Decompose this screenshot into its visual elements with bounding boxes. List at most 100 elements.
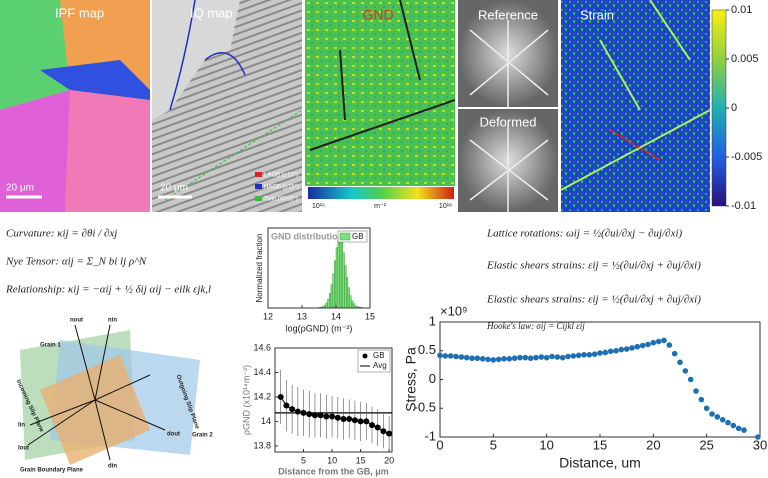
data-point xyxy=(650,339,657,346)
plot-frame xyxy=(439,321,761,438)
data-point xyxy=(351,417,358,424)
y-tick-label: -1 xyxy=(424,428,436,443)
data-point xyxy=(714,414,721,420)
diagram-label: Grain 1 xyxy=(40,343,61,349)
histogram-bar xyxy=(339,235,342,309)
data-point xyxy=(357,418,364,425)
equation: Lattice rotations: ωij = ½(∂ui/∂xj − ∂uj… xyxy=(486,228,683,240)
strain-panel: Strain xyxy=(560,0,727,212)
histogram-bar xyxy=(351,300,354,309)
data-point xyxy=(575,352,582,359)
data-point xyxy=(645,341,651,348)
legend-box xyxy=(337,230,368,243)
y-tick-label: 1 xyxy=(429,313,436,328)
diagram-label: dout xyxy=(167,432,180,438)
diagram-label: din xyxy=(108,464,117,470)
data-point xyxy=(501,356,507,362)
y-tick-label: -0.5 xyxy=(414,400,436,415)
equation: Elastic shears strains: εij = ½(∂ui/∂xj … xyxy=(486,260,701,272)
data-point xyxy=(283,402,290,409)
colorbar xyxy=(308,187,454,199)
data-point xyxy=(522,354,529,361)
panel-label: IQ map xyxy=(190,5,233,20)
series-line xyxy=(280,396,390,435)
data-point xyxy=(369,422,376,429)
data-point xyxy=(485,356,491,363)
y-tick-label: 13.8 xyxy=(253,440,271,450)
histogram-bar xyxy=(340,240,344,309)
data-point xyxy=(300,409,307,416)
x-tick-label: 0 xyxy=(436,437,443,452)
x-tick-label: 5 xyxy=(301,455,306,465)
legend-swatch xyxy=(255,184,262,189)
diagram-label: nin xyxy=(108,318,117,324)
data-point xyxy=(597,350,603,356)
diagram-label: lout xyxy=(18,446,29,452)
legend-label: Twin (60±5°) xyxy=(264,197,298,203)
data-point xyxy=(602,349,609,356)
histogram-bar xyxy=(330,284,333,309)
colorbar-tick-label: 0 xyxy=(731,102,737,114)
histogram-bar xyxy=(327,299,330,309)
data-point xyxy=(506,356,513,362)
colorbar-tick-label: 0.005 xyxy=(731,53,759,65)
x-tick-label: 20 xyxy=(384,455,394,465)
histogram-bar xyxy=(325,302,328,309)
y-tick-label: 14.2 xyxy=(253,391,271,401)
data-point xyxy=(693,388,699,394)
colorbar-label: 10¹⁸ xyxy=(439,203,452,210)
data-point xyxy=(289,406,296,413)
histogram-bar xyxy=(349,295,352,309)
panel-label: Deformed xyxy=(479,114,536,129)
data-point xyxy=(623,346,630,352)
data-point xyxy=(741,427,747,433)
x-tick-label: 20 xyxy=(646,437,660,452)
scale-label: 20 μm xyxy=(160,183,188,194)
legend-label: GB xyxy=(373,351,385,360)
data-point xyxy=(639,342,646,349)
diagram-label: nout xyxy=(70,318,83,324)
data-point xyxy=(474,355,481,362)
data-point xyxy=(629,345,635,351)
data-point xyxy=(671,350,678,357)
equation: Relationship: κij = −αij + ½ δij αij − e… xyxy=(5,284,211,296)
histogram-bar xyxy=(344,265,347,309)
y-tick-label: 14.4 xyxy=(253,367,271,377)
panel-label: GND xyxy=(362,7,393,23)
data-point xyxy=(634,343,641,350)
histogram-bar xyxy=(352,303,355,309)
x-tick-label: 12 xyxy=(263,311,273,321)
equation: Hooke's law: σij = Cijkl εij xyxy=(486,321,585,331)
histogram-bar xyxy=(342,252,345,309)
x-tick-label: 25 xyxy=(699,437,713,452)
colorbar-label: m⁻² xyxy=(374,203,387,210)
data-point xyxy=(458,354,465,360)
data-point xyxy=(437,352,443,359)
data-point xyxy=(698,396,705,403)
data-point xyxy=(613,347,619,354)
data-point xyxy=(527,355,534,362)
plot-frame xyxy=(274,347,393,453)
x-tick-label: 15 xyxy=(593,437,607,452)
histogram-bar xyxy=(329,293,332,309)
data-point xyxy=(447,353,454,359)
x-tick-label: 14 xyxy=(331,311,341,321)
colorbar-tick-label: -0.005 xyxy=(731,151,762,163)
data-point xyxy=(559,354,566,361)
y-axis-label: Stress, Pa xyxy=(403,347,419,412)
data-point xyxy=(586,351,593,358)
equation: Elastic shears strains: εij = ½(∂ui/∂xj … xyxy=(486,294,701,306)
data-point xyxy=(755,434,761,440)
colorbar-label: 10¹⁶ xyxy=(312,203,325,210)
legend-label: HAGB (≥15°) xyxy=(264,185,299,191)
data-point xyxy=(323,413,330,420)
x-axis-label: Distance from the GB, μm xyxy=(278,466,389,476)
legend-label: LAGB (≤15°) xyxy=(264,173,298,179)
scale-label: 20 μm xyxy=(6,183,34,194)
histogram-bar xyxy=(334,260,337,309)
data-point xyxy=(511,355,518,362)
data-point xyxy=(340,415,347,422)
data-point xyxy=(453,353,459,360)
colorbar xyxy=(711,9,727,207)
data-point xyxy=(380,428,387,435)
